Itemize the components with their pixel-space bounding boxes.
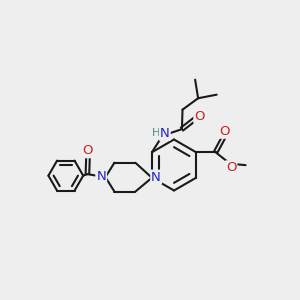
Text: O: O [82,144,93,157]
Text: O: O [194,110,205,123]
Text: N: N [151,171,161,184]
Text: H: H [152,128,160,138]
Text: N: N [96,170,106,183]
Text: N: N [160,127,170,140]
Text: O: O [226,161,236,174]
Text: O: O [219,125,230,138]
